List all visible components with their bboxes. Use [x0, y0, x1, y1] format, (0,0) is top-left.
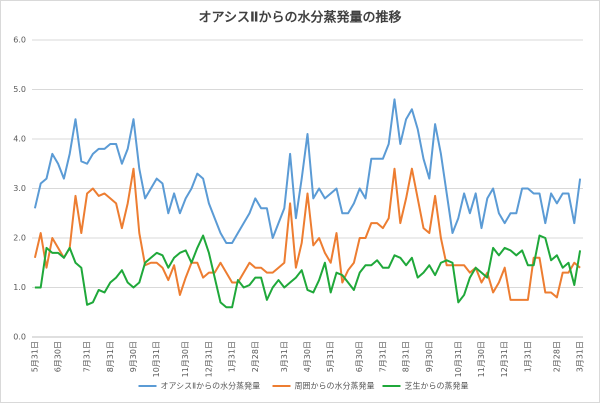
x-tick-label: 4月30日 — [303, 341, 312, 372]
x-tick-label: 2月28日 — [251, 341, 260, 372]
x-tick-label: 6月30日 — [54, 341, 63, 372]
x-tick-label: 10月31日 — [454, 341, 463, 377]
x-tick-label: 1月31日 — [228, 341, 237, 372]
series-line — [33, 167, 581, 301]
x-tick-label: 12月31日 — [204, 341, 213, 377]
legend-label: 周囲からの水分蒸発量 — [295, 381, 375, 391]
y-tick-label: 5.0 — [13, 85, 26, 94]
y-tick-label: 0.0 — [13, 333, 26, 342]
y-tick-label: 3.0 — [13, 184, 26, 193]
y-tick-label: 4.0 — [13, 135, 26, 144]
y-tick-label: 1.0 — [13, 283, 26, 292]
x-tick-label: 3月31日 — [280, 341, 289, 372]
x-tick-label: 9月30日 — [425, 341, 434, 372]
x-tick-label: 12月31日 — [500, 341, 509, 377]
x-tick-label: 5月31日 — [30, 341, 39, 372]
x-tick-label: 2月28日 — [552, 341, 561, 372]
x-tick-label: 10月31日 — [152, 341, 161, 377]
x-tick-label: 3月31日 — [576, 341, 585, 372]
x-tick-label: 5月31日 — [326, 341, 335, 372]
x-tick-label: 11月30日 — [477, 341, 486, 377]
x-tick-label: 8月31日 — [106, 341, 115, 372]
legend-label: 芝生からの蒸発量 — [405, 381, 469, 391]
y-tick-label: 2.0 — [13, 234, 26, 243]
x-tick-label: 7月31日 — [378, 341, 387, 372]
x-tick-label: 7月31日 — [83, 341, 92, 372]
x-tick-label: 11月30日 — [181, 341, 190, 377]
y-tick-label: 6.0 — [13, 36, 26, 45]
x-tick-label: 9月30日 — [129, 341, 138, 372]
x-tick-label: 1月31日 — [523, 341, 532, 372]
chart-title: オアシスⅡからの水分蒸発量の推移 — [198, 10, 401, 26]
x-tick-label: 6月30日 — [355, 341, 364, 372]
x-tick-label: 8月31日 — [402, 341, 411, 372]
series-line — [33, 98, 582, 244]
series-line — [34, 234, 582, 309]
legend-label: オアシスⅡからの水分蒸発量 — [161, 381, 261, 391]
